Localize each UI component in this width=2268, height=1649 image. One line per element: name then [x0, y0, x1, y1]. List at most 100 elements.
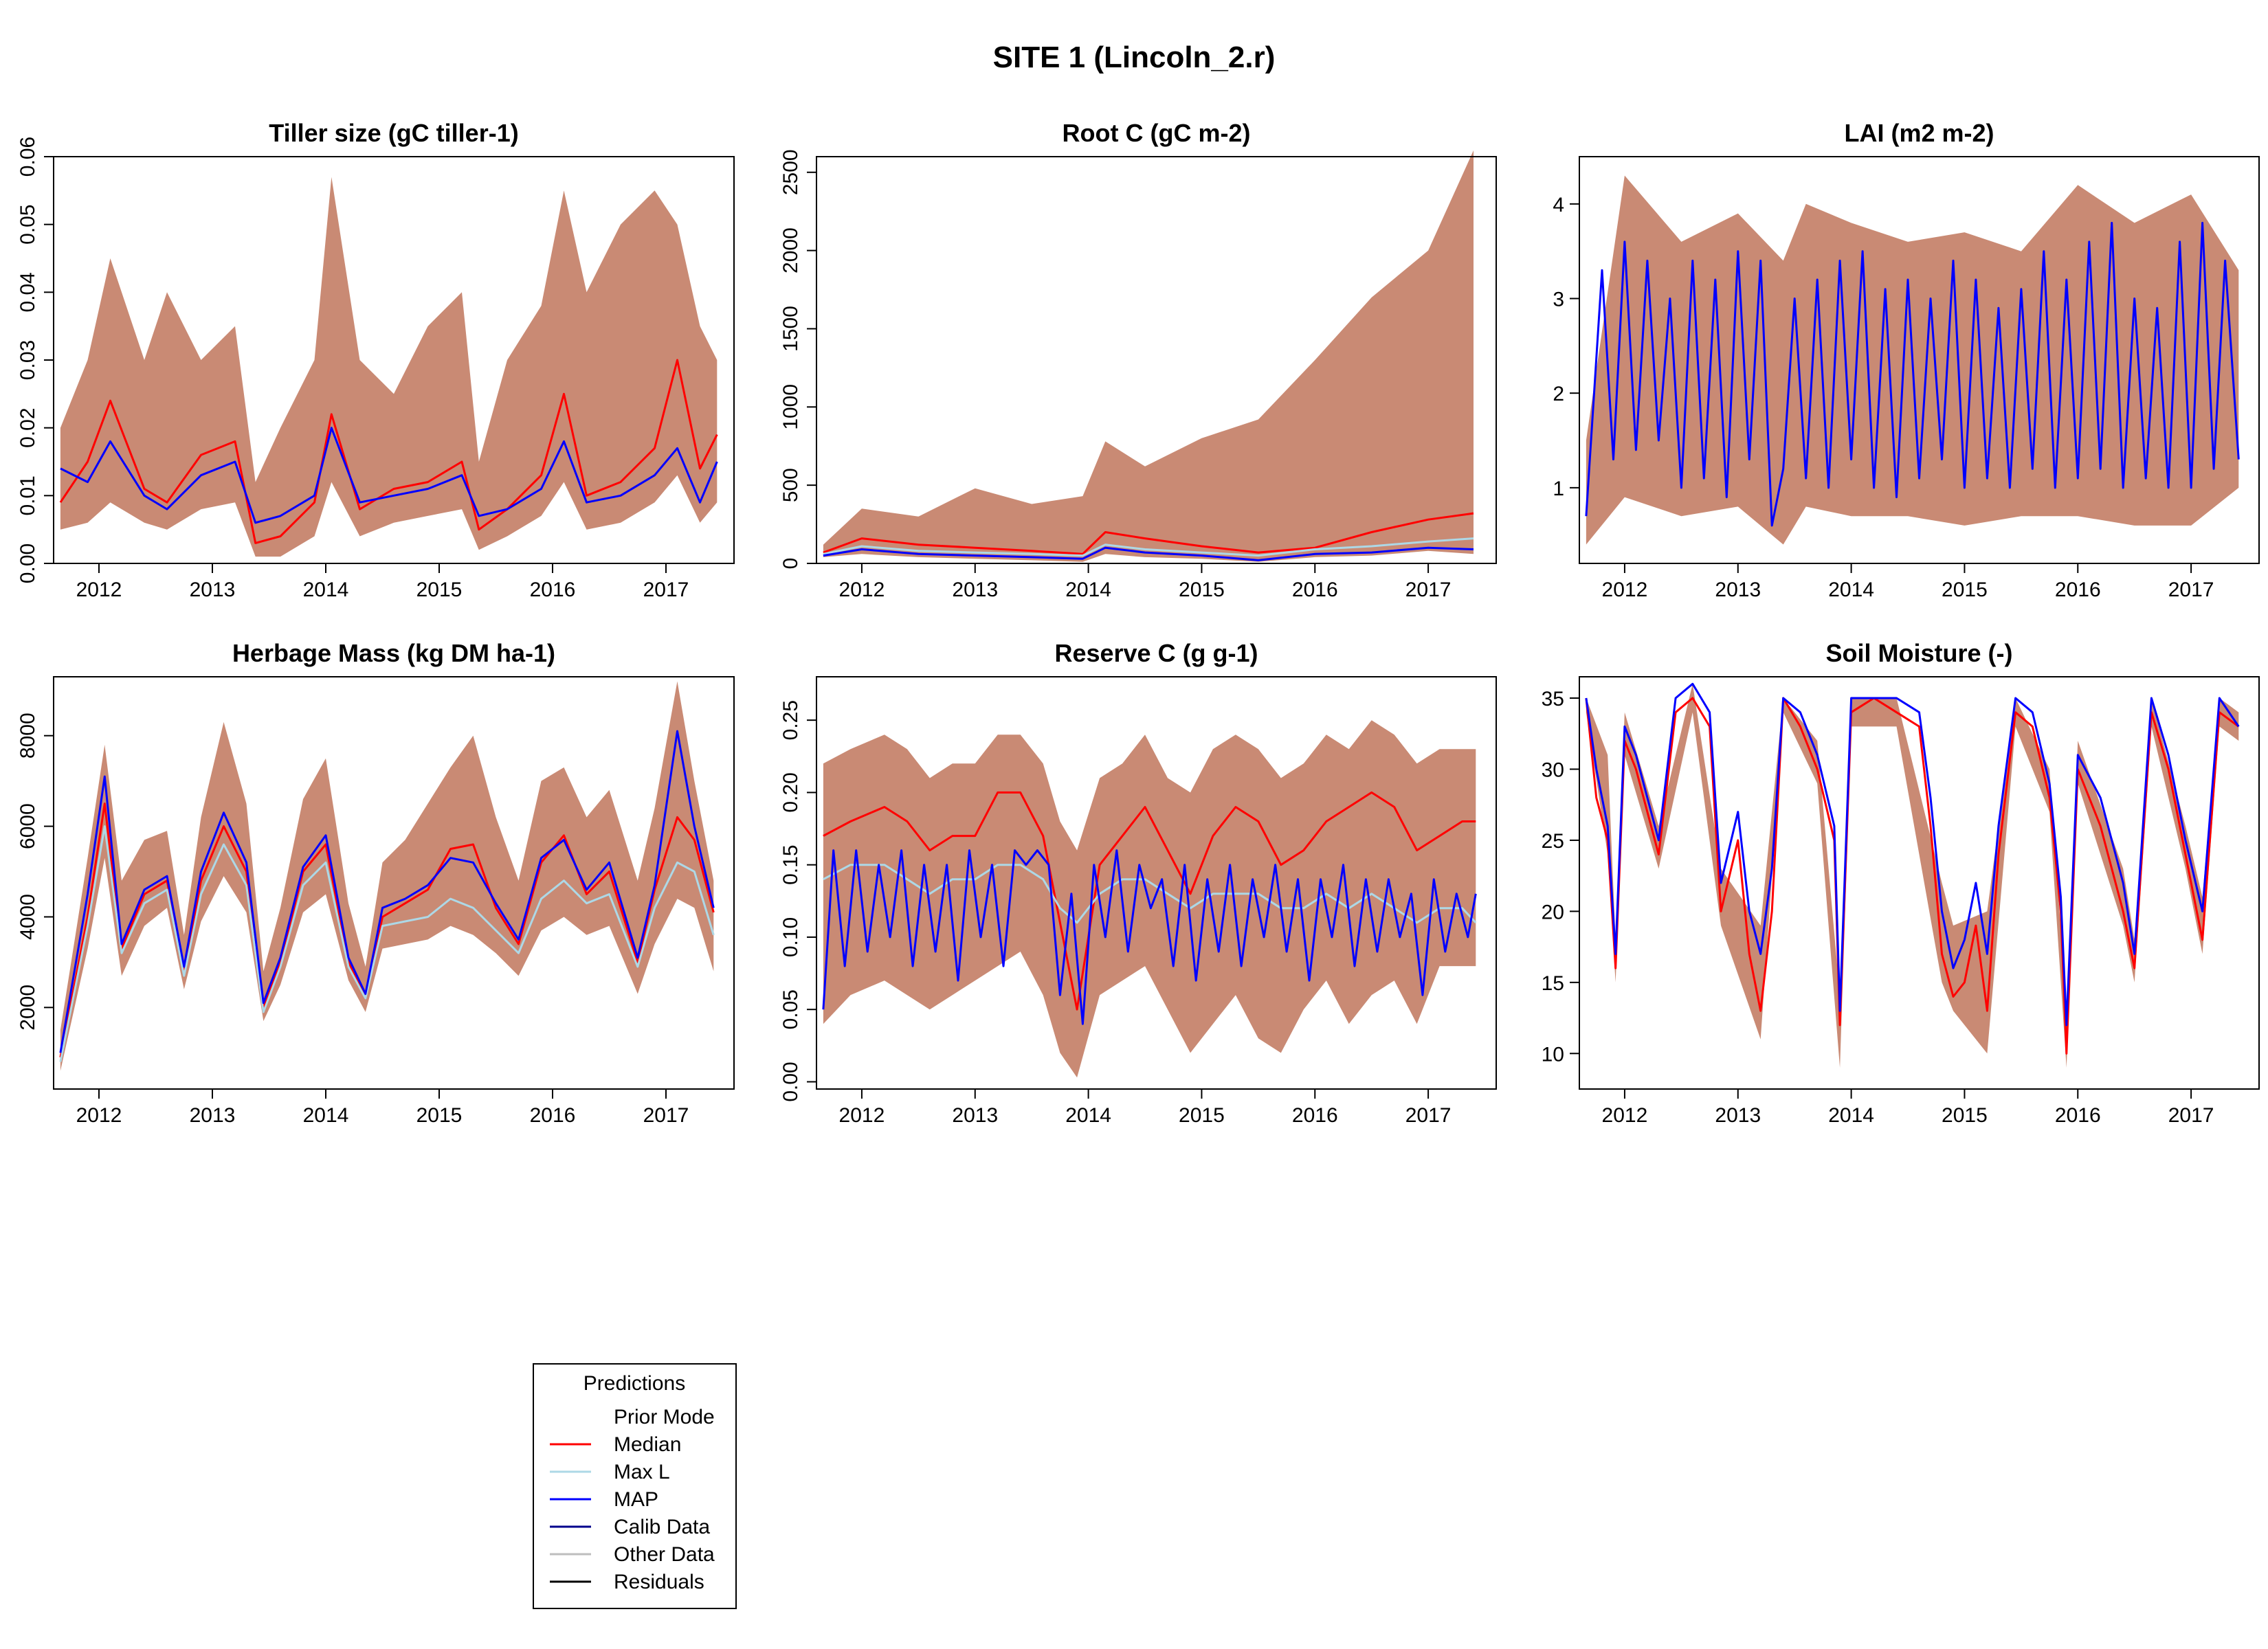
y-tick-label: 1: [1553, 478, 1564, 500]
series-line-median: [59, 359, 718, 544]
series-line-map: [1585, 221, 2240, 527]
legend-label: Residuals: [614, 1571, 704, 1593]
y-tick-label: 1000: [779, 384, 802, 430]
y-tick-label: 1500: [779, 306, 802, 352]
y-tick-label: 25: [1542, 830, 1564, 853]
plot-frame: [1579, 156, 2260, 564]
legend-box: [533, 1363, 737, 1609]
figure-title: SITE 1 (Lincoln_2.r): [993, 41, 1276, 74]
x-tick-label: 2013: [1715, 579, 1761, 601]
y-tick-label: 2500: [779, 149, 802, 195]
y-tick-label: 20: [1542, 901, 1564, 923]
x-tick-label: 2013: [190, 1104, 236, 1127]
x-tick-label: 2017: [1405, 579, 1452, 601]
x-tick-label: 2012: [1602, 1104, 1648, 1127]
plot-frame: [816, 676, 1497, 1090]
x-tick-label: 2013: [190, 579, 236, 601]
x-tick-label: 2016: [530, 579, 576, 601]
prediction-band: [823, 150, 1474, 562]
legend-label: Max L: [614, 1461, 670, 1483]
x-tick-label: 2012: [1602, 579, 1648, 601]
y-tick-label: 4: [1553, 194, 1564, 216]
x-tick-label: 2017: [2168, 1104, 2214, 1127]
y-tick-label: 0.02: [16, 407, 39, 447]
x-tick-label: 2017: [643, 579, 689, 601]
series-line-median: [1585, 697, 2240, 1055]
x-tick-label: 2014: [1065, 579, 1111, 601]
prediction-band: [823, 720, 1476, 1078]
prediction-band: [60, 177, 718, 557]
panel-reserve-c: Reserve C (g g-1) 2012 2013 2014 2015 2016 201…: [779, 639, 1497, 1127]
y-tick-label: 0.06: [16, 137, 39, 177]
series-line-map: [59, 730, 715, 1053]
panel-herbage-mass: Herbage Mass (kg DM ha-1) 2012 2013 2014 201…: [16, 639, 735, 1127]
panel-title: Soil Moisture (-): [1826, 639, 2013, 667]
x-tick-label: 2016: [1292, 579, 1338, 601]
y-tick-label: 0.00: [779, 1062, 802, 1101]
y-tick-label: 0.01: [16, 475, 39, 515]
y-tick-label: 15: [1542, 972, 1564, 995]
x-tick-label: 2015: [1942, 579, 1988, 601]
y-tick-label: 2000: [16, 985, 39, 1031]
x-tick-label: 2014: [1828, 579, 1874, 601]
y-tick-label: 0.15: [779, 844, 802, 884]
x-tick-label: 2014: [303, 579, 349, 601]
plot-frame: [53, 676, 735, 1090]
y-tick-label: 6000: [16, 803, 39, 849]
y-tick-label: 500: [779, 468, 802, 502]
legend-items: Prior Mode Median Max L MAP Calib Data Other …: [550, 1406, 715, 1593]
series-line-max-l: [823, 537, 1474, 557]
panel-title: LAI (m2 m-2): [1844, 119, 1994, 147]
y-tick-label: 2000: [779, 227, 802, 273]
x-tick-label: 2016: [1292, 1104, 1338, 1127]
x-tick-label: 2015: [416, 1104, 463, 1127]
x-tick-label: 2015: [1942, 1104, 1988, 1127]
x-tick-label: 2015: [416, 579, 463, 601]
prediction-band: [1586, 684, 2239, 1068]
x-tick-label: 2016: [530, 1104, 576, 1127]
y-tick-label: 10: [1542, 1043, 1564, 1066]
x-tick-label: 2012: [839, 1104, 885, 1127]
panel-soil-moisture: Soil Moisture (-)2012 2013 2014 2015 2016 201…: [1542, 639, 2260, 1127]
x-tick-label: 2017: [643, 1104, 689, 1127]
x-tick-label: 2016: [2055, 579, 2101, 601]
panel-root-c: Root C (gC m-2) 2012 2013 2014 2015 2016 2017 0…: [779, 119, 1497, 601]
plot-frame: [816, 156, 1497, 564]
series-line-map: [822, 849, 1477, 1025]
y-tick-label: 0: [779, 558, 802, 570]
y-tick-label: 8000: [16, 713, 39, 759]
y-tick-label: 0.10: [779, 917, 802, 957]
x-tick-label: 2012: [76, 1104, 122, 1127]
y-tick-label: 0.00: [16, 543, 39, 583]
x-tick-label: 2017: [2168, 579, 2214, 601]
y-tick-label: 35: [1542, 688, 1564, 710]
x-tick-label: 2017: [1405, 1104, 1452, 1127]
series-line-map: [823, 546, 1474, 561]
legend-label: Other Data: [614, 1543, 715, 1566]
x-tick-label: 2015: [1179, 579, 1225, 601]
y-tick-label: 4000: [16, 894, 39, 940]
x-tick-label: 2012: [76, 579, 122, 601]
series-line-median: [823, 512, 1474, 555]
series-line-max-l: [59, 825, 715, 1062]
x-tick-label: 2012: [839, 579, 885, 601]
y-tick-label: 2: [1553, 383, 1564, 405]
series-line-map: [60, 427, 718, 524]
y-tick-label: 30: [1542, 759, 1564, 781]
y-tick-label: 0.05: [779, 989, 802, 1029]
legend-label: MAP: [614, 1488, 658, 1511]
y-tick-label: 3: [1553, 289, 1564, 311]
y-tick-label: 0.25: [779, 700, 802, 740]
x-tick-label: 2013: [952, 579, 998, 601]
x-tick-label: 2014: [1828, 1104, 1874, 1127]
legend: Predictions Prior Mode Median Max L MAP Cali…: [533, 1363, 737, 1609]
legend-title: Predictions: [583, 1372, 685, 1395]
panel-tiller-size: Tiller size (gC tiller-1) 2012 2013 2014 201…: [16, 119, 735, 601]
x-tick-label: 2014: [303, 1104, 349, 1127]
x-tick-label: 2013: [952, 1104, 998, 1127]
x-tick-label: 2013: [1715, 1104, 1761, 1127]
panel-title: Tiller size (gC tiller-1): [269, 119, 518, 147]
legend-label: Calib Data: [614, 1516, 710, 1538]
y-tick-label: 0.04: [16, 272, 39, 312]
